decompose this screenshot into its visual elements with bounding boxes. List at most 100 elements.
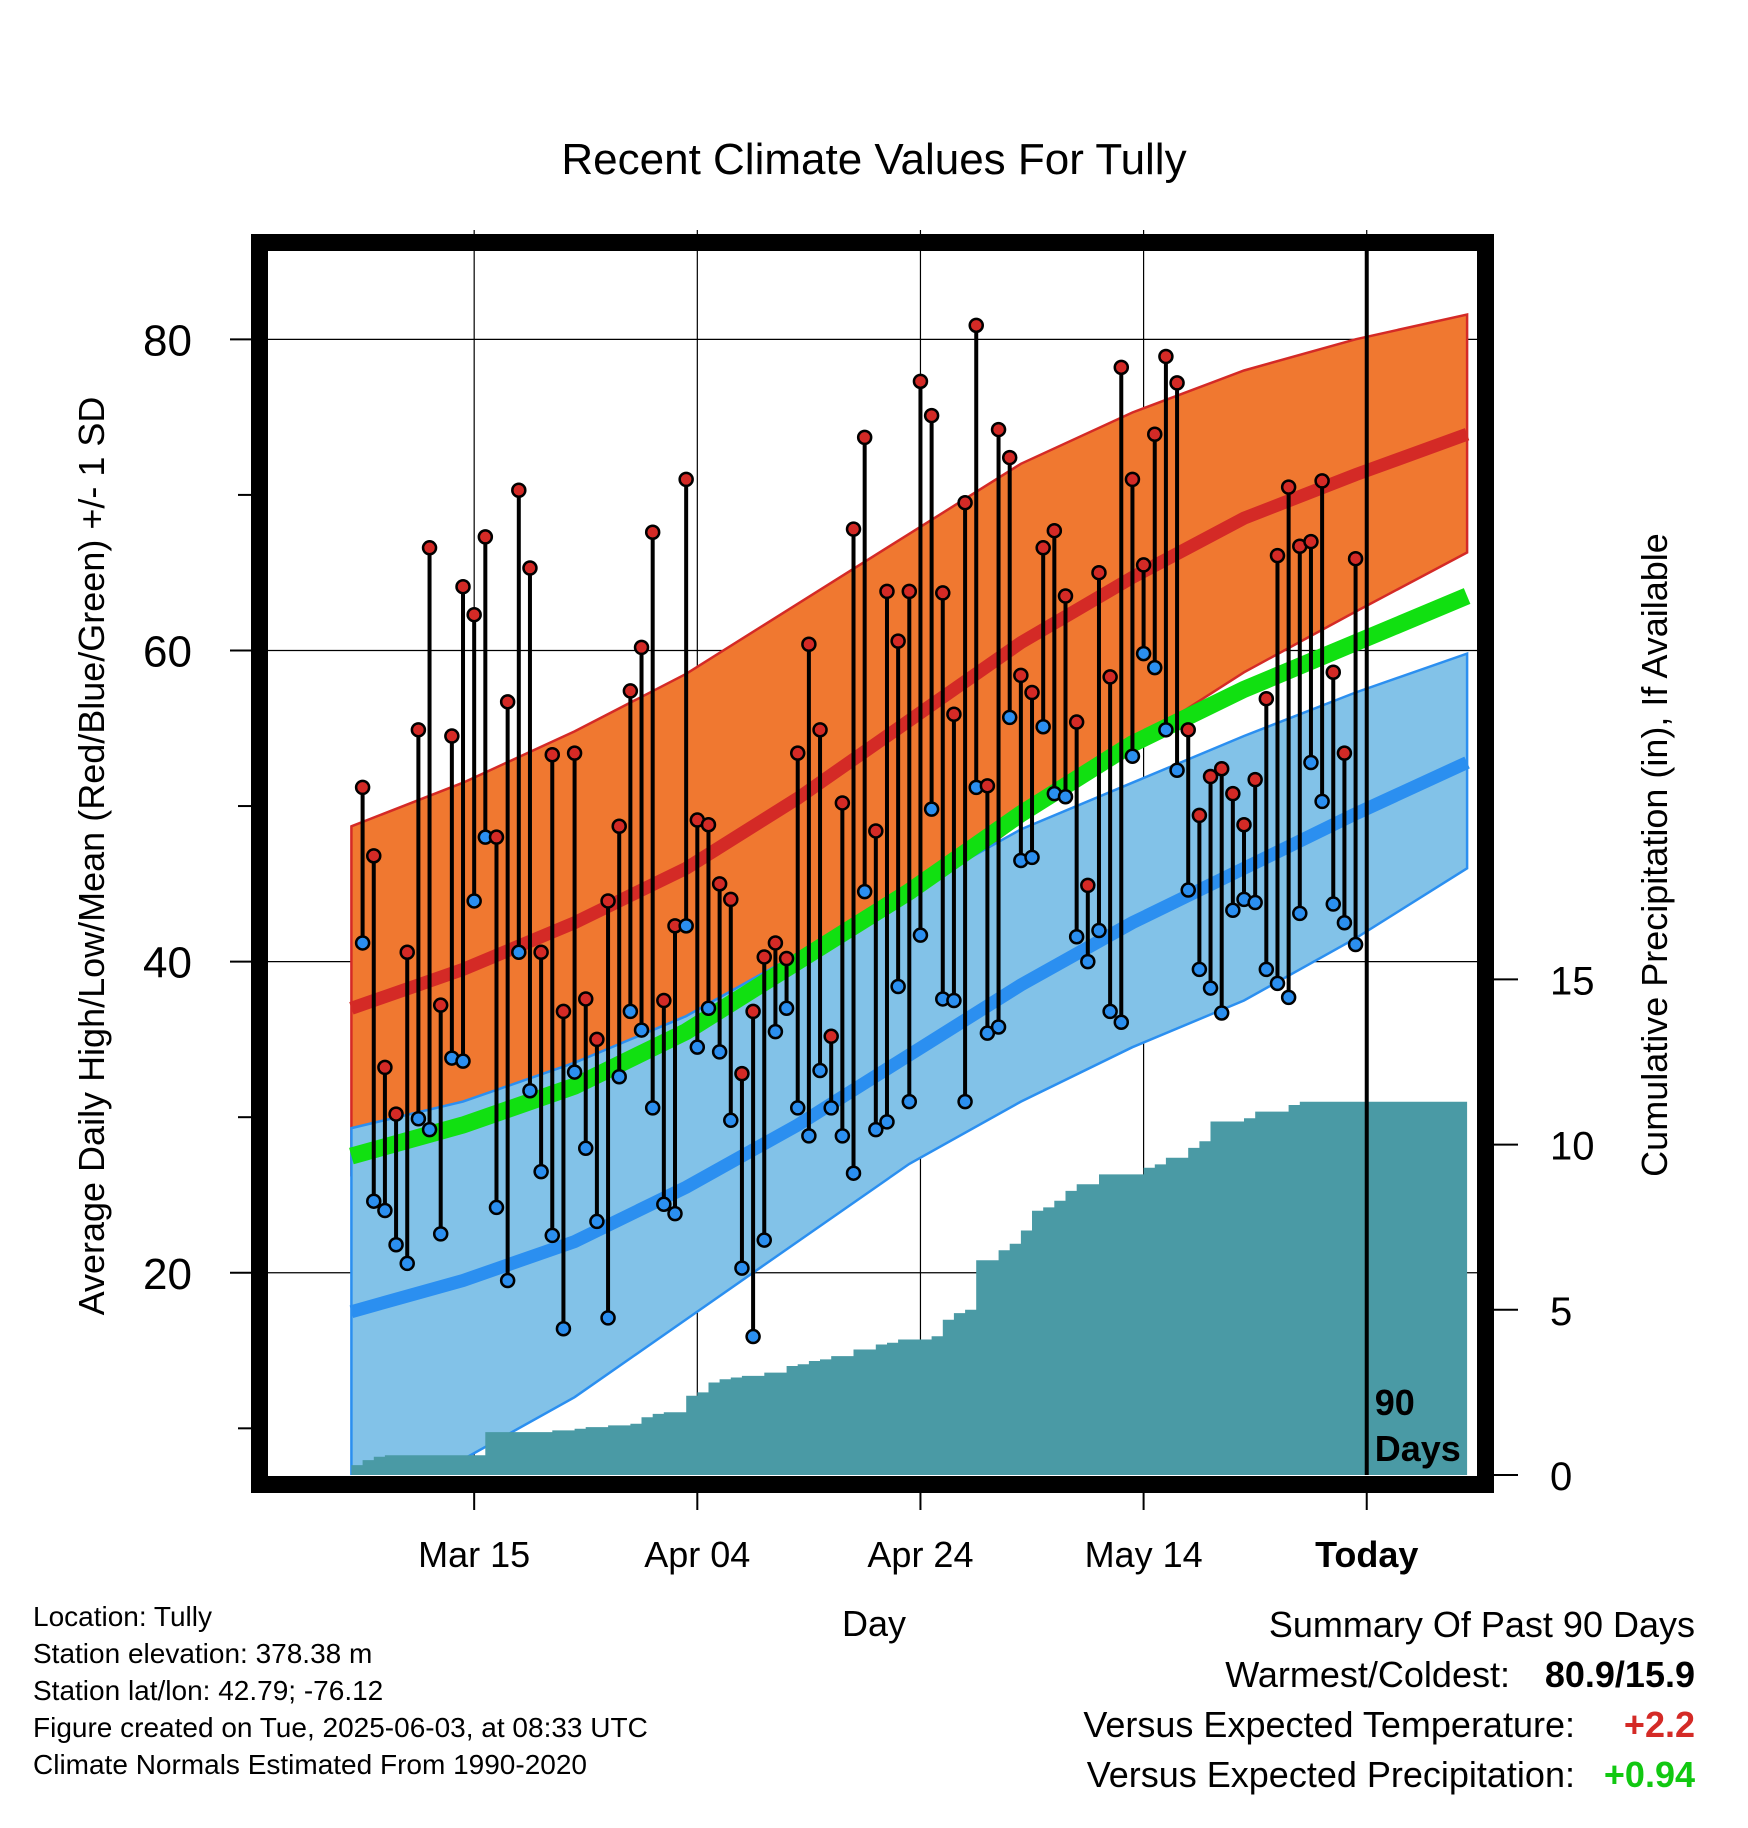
obs-low-point [756,1232,773,1248]
plot-content: 90 Days [260,230,1480,1475]
plot-area: 90 Days [260,230,1480,1475]
plot-frame [251,234,1494,1493]
x-tick-label: May 14 [1085,1534,1203,1575]
obs-high-point [656,992,672,1009]
obs-low-point [421,1121,438,1138]
obs-low-point [678,918,694,934]
obs-high-point [466,606,482,623]
obs-high-point [377,1059,393,1076]
obs-high-point [756,949,773,965]
obs-high-point [912,373,929,390]
obs-high-point [1336,745,1353,761]
obs-low-point [1113,1014,1130,1031]
obs-high-point [678,471,694,488]
obs-low-point [901,1093,918,1110]
obs-high-point [1213,760,1230,777]
obs-high-point [1325,664,1342,681]
obs-low-point [890,978,906,995]
warm-cold-label: Warmest/Coldest: [1225,1654,1510,1695]
obs-high-point [1057,588,1074,604]
precip-value: +0.94 [1603,1754,1695,1795]
created-text: Figure created on Tue, 2025-06-03, at 08… [33,1712,648,1743]
obs-low-point [868,1121,884,1138]
obs-low-point [488,1199,505,1216]
obs-low-point [1269,975,1286,992]
obs-low-point [499,1272,516,1289]
obs-low-point [656,1196,672,1213]
obs-low-point [600,1310,616,1326]
obs-high-point [745,1003,761,1020]
precip-row: Versus Expected Precipitation: +0.94 [1083,1750,1695,1800]
y-left-tick-label: 60 [143,627,192,676]
obs-low-point [667,1205,683,1222]
obs-high-point [1068,714,1085,730]
obs-high-point [801,636,817,653]
obs-low-point [1180,882,1196,898]
obs-high-point [477,529,494,545]
obs-low-point [1091,922,1107,939]
obs-low-point [455,1053,471,1069]
obs-high-point [1225,785,1241,802]
x-tick-label: Apr 24 [867,1534,973,1575]
obs-high-point [1191,807,1208,824]
temp-label: Versus Expected Temperature: [1083,1704,1575,1745]
obs-high-point [589,1031,605,1048]
obs-low-point [1147,659,1163,676]
obs-low-point [589,1213,605,1230]
obs-low-point [432,1226,449,1242]
obs-low-point [1347,936,1364,953]
obs-high-point [901,583,918,600]
obs-high-point [935,585,951,601]
obs-low-point [354,935,371,951]
station-info: Location: Tully Station elevation: 378.3… [33,1598,648,1783]
obs-low-point [1202,980,1219,996]
obs-low-point [533,1163,549,1180]
today-marker-label: 90 [1375,1382,1415,1423]
obs-high-point [1147,426,1163,442]
obs-low-point [410,1110,427,1127]
obs-high-point [856,429,873,446]
obs-high-point [823,1028,839,1045]
y-right-tick-label: 0 [1550,1455,1572,1499]
normals-text: Climate Normals Estimated From 1990-2020 [33,1749,587,1780]
obs-high-point [868,823,884,839]
obs-high-point [1158,348,1174,365]
obs-high-point [366,848,382,864]
obs-low-point [801,1128,817,1144]
obs-high-point [1314,473,1330,489]
obs-low-point [834,1128,851,1144]
obs-low-point [622,1003,639,1020]
y-left-tick-label: 40 [143,939,192,988]
obs-high-point [778,950,795,967]
y-axis-left-label: Average Daily High/Low/Mean (Red/Blue/Gr… [71,397,112,1316]
obs-high-point [399,944,415,961]
obs-high-point [979,778,996,794]
obs-high-point [923,407,940,424]
obs-high-point [711,876,728,892]
obs-high-point [723,891,739,908]
axes: Mar 15 Apr 04 Apr 24 May 14 Today 20 40 60 80 0 5 1… [143,234,1595,1575]
obs-low-point [745,1328,761,1345]
obs-low-point [633,1022,650,1038]
x-tick-label: Today [1315,1534,1418,1575]
obs-high-point [1169,375,1185,391]
obs-low-point [1158,722,1174,738]
obs-low-point [544,1227,561,1244]
obs-high-point [388,1106,404,1122]
obs-high-point [1124,471,1141,488]
precip-label: Versus Expected Precipitation: [1086,1754,1575,1795]
obs-low-point [1135,645,1152,662]
obs-low-point [1325,896,1342,912]
obs-high-point [968,317,984,334]
obs-low-point [399,1255,415,1272]
obs-high-point [544,746,561,763]
obs-high-point [1180,722,1196,738]
obs-low-point [522,1082,538,1099]
obs-low-point [1247,894,1263,911]
obs-low-point [555,1321,572,1337]
obs-low-point [1213,1005,1230,1021]
obs-high-point [1113,359,1130,376]
y-right-tick-label: 10 [1550,1125,1595,1169]
obs-low-point [856,883,873,900]
